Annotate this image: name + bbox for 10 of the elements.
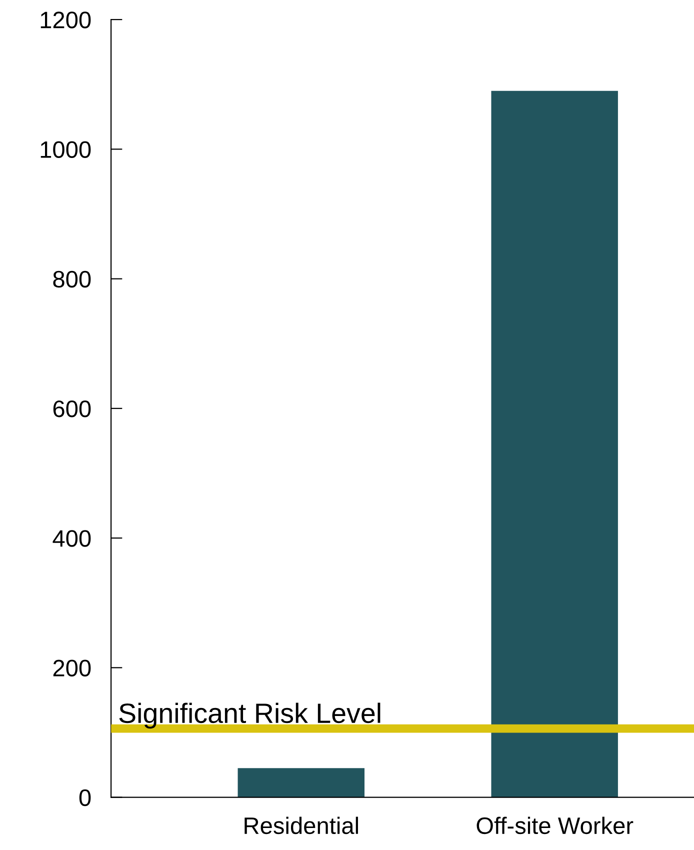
y-tick-label: 1200 xyxy=(40,12,91,28)
y-tick-label: 800 xyxy=(53,270,91,288)
y-tick-label: 0 xyxy=(79,789,91,806)
y-tick-label: 200 xyxy=(53,660,91,676)
x-tick-label: Off-site Worker xyxy=(476,816,634,834)
ref-line-label: Significant Risk Level xyxy=(119,702,380,729)
y-tick-label: 600 xyxy=(53,400,91,418)
x-tick-label: Residential xyxy=(244,816,358,834)
y-tick-label: 1000 xyxy=(40,141,91,158)
y-tick-label: 400 xyxy=(52,530,91,547)
